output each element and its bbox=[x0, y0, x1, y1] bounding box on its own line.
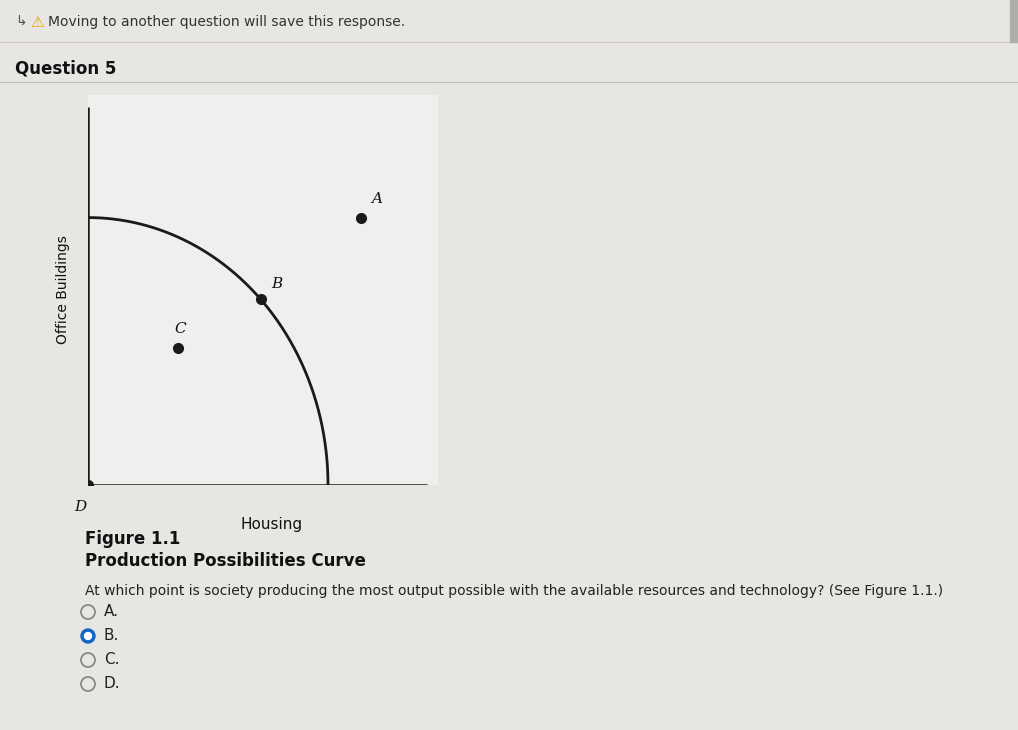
Bar bbox=[1010, 0, 1018, 42]
Text: Moving to another question will save this response.: Moving to another question will save thi… bbox=[48, 15, 405, 29]
Text: At which point is society producing the most output possible with the available : At which point is society producing the … bbox=[84, 584, 943, 598]
Text: Question 5: Question 5 bbox=[15, 59, 116, 77]
Text: Figure 1.1: Figure 1.1 bbox=[84, 530, 180, 548]
Text: ↳: ↳ bbox=[15, 15, 26, 29]
Text: Office Buildings: Office Buildings bbox=[57, 236, 70, 345]
Text: Production Possibilities Curve: Production Possibilities Curve bbox=[84, 552, 365, 570]
Text: A: A bbox=[372, 192, 383, 206]
Circle shape bbox=[81, 629, 95, 643]
Text: C: C bbox=[175, 322, 186, 336]
Text: D: D bbox=[74, 500, 87, 515]
Text: ⚠: ⚠ bbox=[30, 15, 44, 29]
Text: A.: A. bbox=[104, 604, 119, 620]
Text: B.: B. bbox=[104, 629, 119, 644]
Text: B: B bbox=[272, 277, 283, 291]
Text: C.: C. bbox=[104, 653, 119, 667]
Text: D.: D. bbox=[104, 677, 120, 691]
Circle shape bbox=[84, 632, 92, 639]
Text: Housing: Housing bbox=[240, 517, 302, 531]
